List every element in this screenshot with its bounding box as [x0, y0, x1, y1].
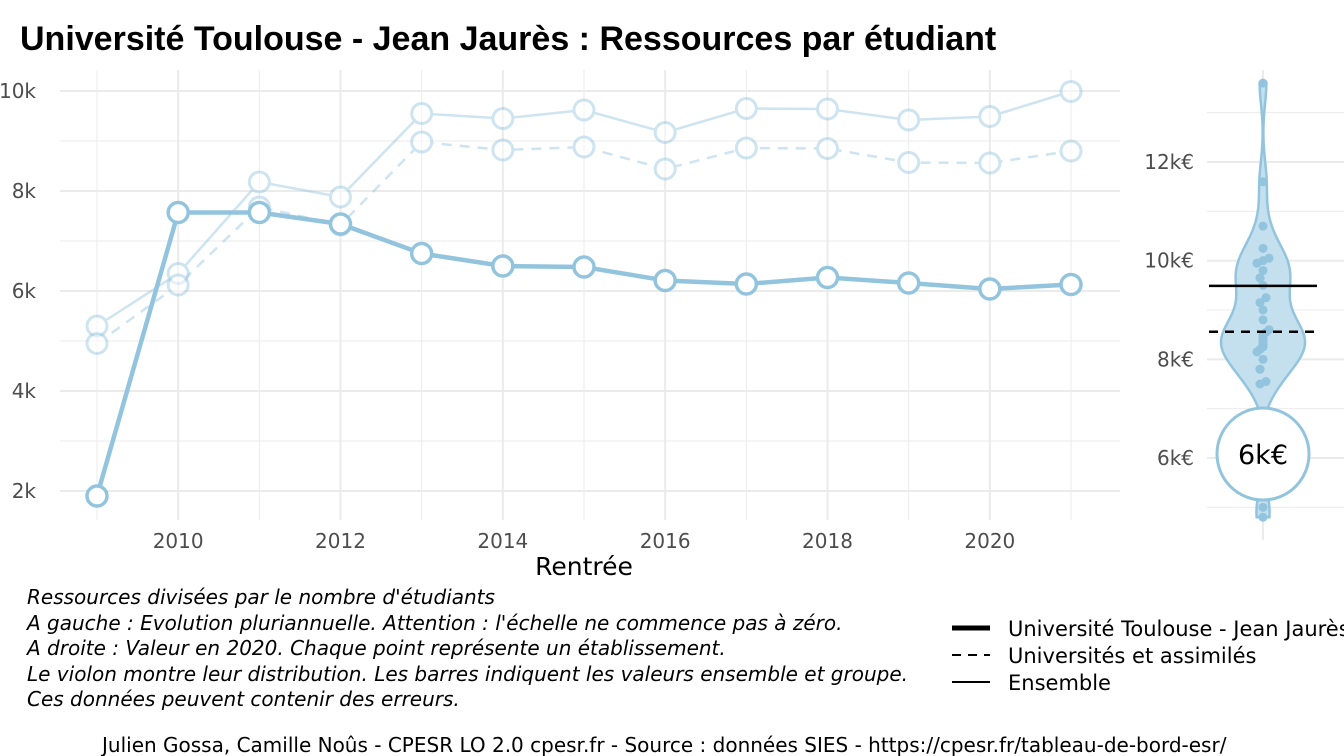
series-point	[897, 108, 921, 132]
establishment-point	[1258, 266, 1268, 276]
y-tick-label: 6k€	[1157, 446, 1194, 470]
series-point	[328, 212, 353, 236]
series-point	[329, 185, 352, 209]
series-point	[491, 254, 515, 278]
series-point	[491, 107, 515, 130]
highlight-circle	[1215, 406, 1311, 502]
establishment-point	[1264, 253, 1274, 263]
series-point	[897, 151, 921, 174]
series-point	[653, 157, 677, 181]
series-point	[816, 97, 839, 121]
series-point	[85, 332, 109, 355]
establishment-point	[1261, 293, 1271, 303]
series-point	[978, 105, 1002, 128]
note-line: A droite : Valeur en 2020. Chaque point …	[25, 636, 726, 660]
series-point	[653, 121, 677, 144]
x-tick-label: 2012	[315, 529, 366, 553]
establishment-point	[1255, 273, 1265, 283]
series-point	[978, 277, 1002, 301]
highlight-value-label: 6k€	[1238, 440, 1288, 471]
note-line: A gauche : Evolution pluriannuelle. Atte…	[25, 611, 843, 635]
series-point	[1059, 272, 1083, 297]
left-grid	[60, 70, 1120, 520]
series-point	[815, 265, 840, 290]
x-tick-label: 2018	[802, 529, 853, 553]
series-line	[96, 140, 1072, 345]
y-tick-label: 6k	[12, 279, 37, 303]
right-y-ticks: 6k€ 8k€ 10k€ 12k€	[1144, 150, 1194, 470]
series-point	[410, 102, 434, 125]
left-series	[85, 80, 1083, 508]
establishment-point	[1258, 502, 1268, 512]
source-caption: Julien Gossa, Camille Noûs - CPESR LO 2.…	[100, 733, 1227, 756]
y-tick-label: 10k€	[1144, 249, 1194, 273]
series-solid-thin	[85, 80, 1083, 338]
series-point	[166, 200, 190, 225]
establishment-point	[1258, 78, 1268, 88]
y-tick-label: 10k	[0, 79, 36, 103]
establishment-point	[1258, 221, 1268, 231]
series-point	[572, 255, 596, 279]
establishment-point	[1264, 325, 1274, 335]
series-point	[734, 97, 758, 120]
series-point	[85, 314, 109, 338]
left-y-ticks: 2k 4k 6k 8k 10k	[0, 79, 36, 503]
x-axis-title: Rentrée	[535, 552, 633, 581]
legend-label: Universités et assimilés	[1008, 644, 1256, 668]
series-point	[247, 200, 272, 225]
notes: Ressources divisées par le nombre d'étud…	[25, 585, 908, 711]
series-point	[409, 241, 434, 266]
y-tick-label: 12k€	[1144, 150, 1194, 174]
establishment-point	[1261, 377, 1271, 387]
series-line	[96, 90, 1072, 328]
series-point	[734, 272, 759, 296]
y-tick-label: 8k€	[1157, 347, 1194, 371]
establishment-point	[1258, 315, 1268, 325]
x-tick-label: 2020	[964, 529, 1015, 553]
series-point	[491, 138, 515, 162]
y-tick-label: 8k	[12, 179, 37, 203]
series-point	[1059, 139, 1083, 163]
note-line: Le violon montre leur distribution. Les …	[27, 662, 908, 686]
x-tick-label: 2010	[153, 529, 204, 553]
series-point	[572, 98, 596, 122]
establishment-point	[1258, 354, 1268, 364]
x-tick-label: 2016	[640, 529, 691, 553]
series-point	[978, 151, 1002, 175]
establishment-point	[1255, 298, 1265, 308]
legend: Université Toulouse - Jean Jaurès Univer…	[952, 617, 1344, 695]
establishment-point	[1258, 512, 1268, 522]
reference-lines	[1209, 284, 1317, 333]
note-line: Ces données peuvent contenir des erreurs…	[27, 687, 460, 711]
establishment-point	[1258, 305, 1268, 315]
chart-title: Université Toulouse - Jean Jaurès : Ress…	[20, 20, 996, 58]
x-tick-label: 2014	[477, 529, 528, 553]
series-point	[896, 271, 921, 295]
series-point	[166, 262, 190, 285]
note-line: Ressources divisées par le nombre d'étud…	[27, 585, 495, 609]
series-point	[816, 137, 839, 160]
series-point	[85, 484, 109, 508]
establishment-point	[1258, 177, 1268, 187]
highlight-bubble: 6k€	[1215, 406, 1311, 502]
series-point	[734, 136, 758, 160]
y-tick-label: 2k	[12, 479, 37, 503]
y-tick-label: 4k	[12, 379, 37, 403]
left-x-ticks: 2010 2012 2014 2016 2018 2020	[153, 529, 1016, 553]
legend-label: Ensemble	[1008, 671, 1111, 695]
establishment-point	[1258, 243, 1268, 253]
series-point	[166, 273, 190, 297]
series-point	[572, 135, 596, 159]
series-solid-thick	[85, 200, 1083, 508]
establishment-point	[1255, 364, 1265, 374]
series-point	[247, 170, 271, 194]
distribution-panel: 6k€ 8k€ 10k€ 12k€ 6k€	[1144, 70, 1344, 540]
evolution-panel: 2k 4k 6k 8k 10k 2010 2012 2014 2016 2018 2020 Ren…	[0, 70, 1120, 581]
series-point	[410, 130, 434, 154]
series-point	[653, 268, 677, 293]
series-point	[1059, 80, 1083, 103]
legend-label: Université Toulouse - Jean Jaurès	[1008, 617, 1344, 641]
